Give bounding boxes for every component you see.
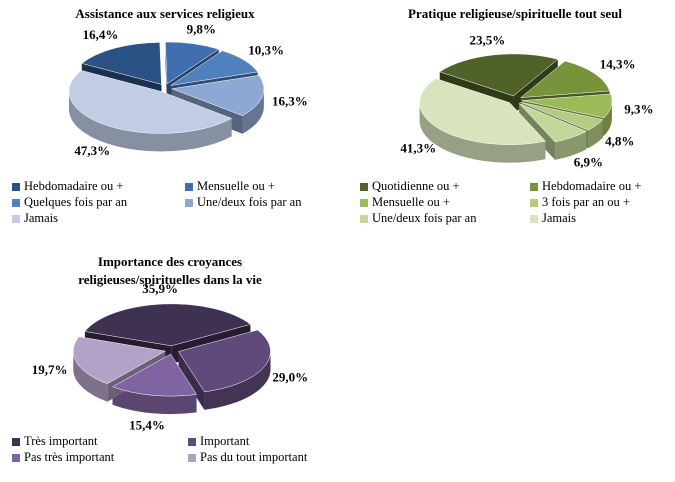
slice-edge: [519, 103, 556, 160]
value-label: 14,3%: [600, 57, 636, 72]
legend-label: Important: [200, 434, 250, 448]
legend-swatch: [12, 199, 20, 207]
pie-slice: [520, 102, 604, 131]
legend-label: Quotidienne ou +: [372, 179, 460, 193]
slice-side: [588, 119, 603, 149]
legend-swatch: [188, 454, 196, 462]
slice-side: [555, 131, 587, 160]
slice-side: [204, 351, 271, 410]
slice-side: [73, 351, 108, 402]
legend-swatch: [530, 199, 538, 207]
value-label: 15,4%: [129, 418, 165, 433]
slice-side: [242, 88, 264, 134]
legend-swatch: [12, 215, 20, 223]
legend-label: Pas très important: [24, 450, 115, 464]
pie-slice: [521, 93, 613, 119]
legend-label: Mensuelle ou +: [197, 179, 275, 193]
legend-label: Hebdomadaire ou +: [24, 179, 123, 193]
value-label: 41,3%: [400, 140, 436, 155]
legend-label: Très important: [24, 434, 98, 448]
chart-title: Assistance aux services religieux: [75, 6, 255, 21]
legend-swatch: [12, 438, 20, 446]
value-label: 6,9%: [574, 154, 603, 169]
legend-label: Hebdomadaire ou +: [542, 179, 641, 193]
legend-swatch: [360, 199, 368, 207]
value-label: 19,7%: [32, 362, 68, 377]
pie-slice: [170, 50, 259, 86]
pie-slice: [84, 303, 251, 347]
legend-label: Quelques fois par an: [24, 195, 128, 209]
value-label: 29,0%: [272, 370, 308, 385]
legend-swatch: [360, 215, 368, 223]
pie-slice: [519, 60, 610, 98]
legend-swatch: [185, 183, 193, 191]
legend-swatch: [185, 199, 193, 207]
slice-side: [68, 91, 232, 152]
legend-label: Mensuelle ou +: [372, 195, 450, 209]
legend-label: Pas du tout important: [200, 450, 308, 464]
legend-swatch: [530, 183, 538, 191]
value-label: 16,3%: [272, 93, 308, 108]
value-label: 23,5%: [470, 32, 506, 47]
legend-swatch: [12, 454, 20, 462]
legend-swatch: [188, 438, 196, 446]
slice-side: [419, 102, 546, 163]
legend-label: Jamais: [24, 211, 58, 225]
legend-swatch: [360, 183, 368, 191]
pie-slice: [178, 329, 271, 393]
value-label: 16,4%: [83, 27, 119, 42]
legend-label: Jamais: [542, 211, 576, 225]
value-label: 10,3%: [248, 43, 284, 58]
pie-slice: [170, 75, 265, 116]
chart-title: Pratique religieuse/spirituelle tout seu…: [408, 6, 622, 21]
value-label: 9,8%: [187, 21, 216, 36]
slice-edge: [178, 351, 205, 410]
pie-slice: [81, 42, 162, 85]
value-label: 35,9%: [142, 281, 178, 296]
value-label: 9,3%: [624, 101, 653, 116]
legend-label: 3 fois par an ou +: [542, 195, 630, 209]
pie-slice: [439, 53, 559, 97]
pie-slice: [518, 103, 587, 143]
pie-slice: [165, 41, 220, 85]
chart-title: Importance des croyances: [98, 254, 242, 269]
pie-slice: [112, 353, 197, 397]
pie-slice: [73, 336, 166, 384]
legend-swatch: [530, 215, 538, 223]
pie-slice: [419, 78, 547, 145]
chart-title: religieuses/spirituelles dans la vie: [78, 272, 262, 287]
legend-swatch: [12, 183, 20, 191]
legend-label: Une/deux fois par an: [372, 211, 477, 225]
value-label: 47,3%: [74, 143, 110, 158]
pie-slice: [68, 70, 233, 134]
value-label: 4,8%: [605, 134, 634, 149]
slice-side: [112, 386, 197, 415]
legend-label: Une/deux fois par an: [197, 195, 302, 209]
